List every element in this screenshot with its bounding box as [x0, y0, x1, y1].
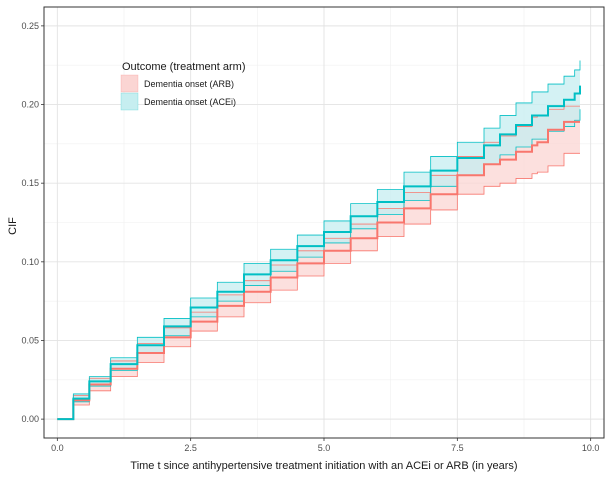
cif-lines	[57, 60, 581, 421]
y-tick-label: 0.20	[21, 100, 39, 110]
legend-key-acei	[120, 92, 139, 111]
x-axis-ticks: 0.0 2.5 5.0 7.5 10.0	[51, 438, 599, 453]
cif-line-acei	[57, 85, 581, 421]
x-axis-title: Time t since antihypertensive treatment …	[130, 460, 517, 472]
legend-label-acei: Dementia onset (ACEi)	[144, 97, 236, 107]
y-tick-label: 0.10	[21, 257, 39, 267]
ribbon-acei	[57, 60, 580, 420]
y-tick-label: 0.00	[21, 414, 39, 424]
legend: Outcome (treatment arm) Dementia onset (…	[120, 61, 245, 111]
y-tick-label: 0.05	[21, 335, 39, 345]
x-tick-label: 2.5	[184, 443, 197, 453]
x-tick-label: 5.0	[318, 443, 331, 453]
grid	[44, 7, 604, 438]
legend-label-arb: Dementia onset (ARB)	[144, 79, 234, 89]
x-tick-label: 0.0	[51, 443, 64, 453]
legend-title: Outcome (treatment arm)	[122, 61, 245, 73]
upper-bound-line-acei	[57, 60, 581, 420]
y-axis-title: CIF	[7, 217, 19, 235]
y-tick-label: 0.25	[21, 21, 39, 31]
y-tick-label: 0.15	[21, 178, 39, 188]
x-tick-label: 7.5	[451, 443, 464, 453]
legend-key-arb	[120, 74, 139, 93]
y-axis-ticks: 0.00 0.05 0.10 0.15 0.20 0.25	[21, 21, 44, 424]
x-tick-label: 10.0	[582, 443, 600, 453]
